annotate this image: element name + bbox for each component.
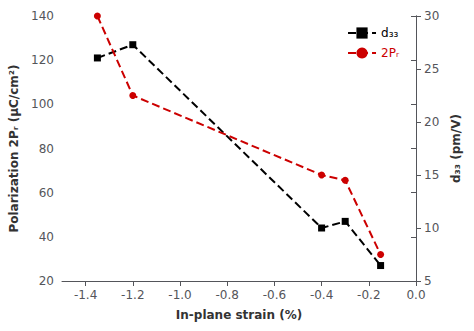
svg-text:20: 20 bbox=[424, 115, 439, 129]
svg-text:120: 120 bbox=[31, 53, 54, 67]
svg-text:-1.4: -1.4 bbox=[74, 288, 97, 302]
svg-text:Polarization 2Pᵣ (μC/cm²): Polarization 2Pᵣ (μC/cm²) bbox=[7, 64, 21, 232]
svg-text:30: 30 bbox=[424, 9, 439, 23]
svg-text:140: 140 bbox=[31, 9, 54, 23]
svg-text:60: 60 bbox=[39, 186, 54, 200]
svg-text:-0.2: -0.2 bbox=[357, 288, 380, 302]
svg-text:-1.0: -1.0 bbox=[168, 288, 191, 302]
svg-text:5: 5 bbox=[424, 274, 432, 288]
svg-text:d₃₃ (pm/V): d₃₃ (pm/V) bbox=[449, 114, 463, 183]
svg-text:40: 40 bbox=[39, 230, 54, 244]
svg-text:100: 100 bbox=[31, 97, 54, 111]
svg-text:-0.4: -0.4 bbox=[310, 288, 333, 302]
svg-text:20: 20 bbox=[39, 274, 54, 288]
svg-text:80: 80 bbox=[39, 142, 54, 156]
svg-text:25: 25 bbox=[424, 62, 439, 76]
svg-text:2Pᵣ: 2Pᵣ bbox=[381, 46, 400, 60]
svg-text:In-plane strain (%): In-plane strain (%) bbox=[176, 308, 302, 322]
svg-text:15: 15 bbox=[424, 168, 439, 182]
svg-text:-0.6: -0.6 bbox=[263, 288, 286, 302]
svg-text:10: 10 bbox=[424, 221, 439, 235]
svg-text:-0.8: -0.8 bbox=[215, 288, 238, 302]
svg-text:0.0: 0.0 bbox=[406, 288, 425, 302]
svg-text:d₃₃: d₃₃ bbox=[381, 26, 398, 40]
svg-text:-1.2: -1.2 bbox=[121, 288, 144, 302]
